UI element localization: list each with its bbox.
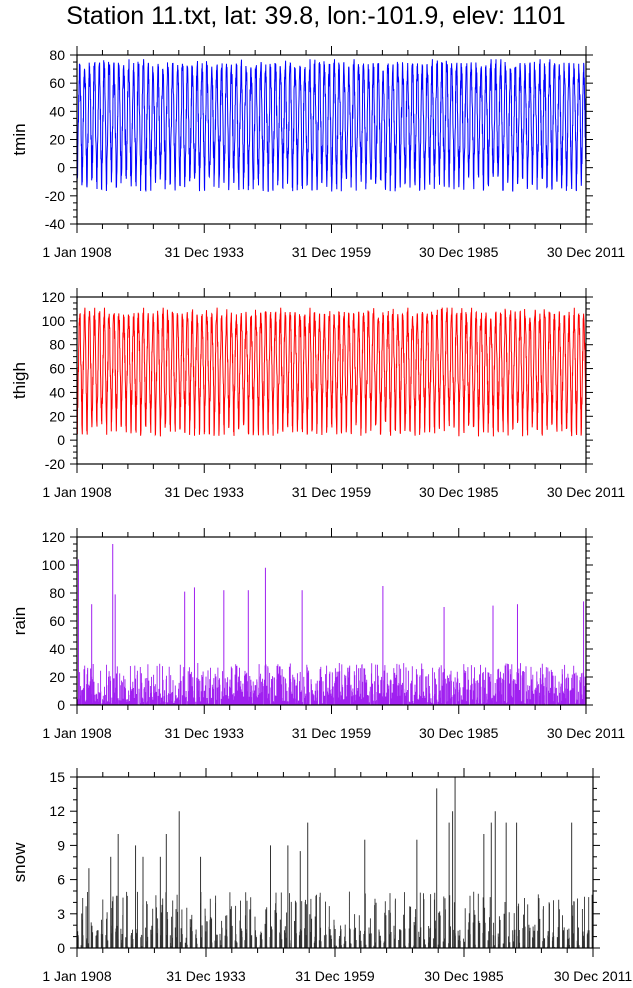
panel-snow: 0 3 6 9 12 15 1 Jan 1908 31 Dec 1933 31 Dec 1959… <box>10 768 633 984</box>
y-tick-label: 60 <box>49 361 65 377</box>
y-tick-label: -40 <box>45 216 65 232</box>
x-tick-label: 30 Dec 1985 <box>424 968 504 983</box>
y-tick-label: 40 <box>49 384 65 400</box>
x-tick-label: 31 Dec 1959 <box>295 968 375 983</box>
y-tick-label: 20 <box>49 669 65 685</box>
x-tick-label: 30 Dec 1985 <box>419 484 499 500</box>
y-tick-label: 15 <box>49 769 65 785</box>
y-tick-label: 40 <box>49 641 65 657</box>
x-tick-label: 1 Jan 1908 <box>42 244 111 260</box>
y-tick-label: 80 <box>49 585 65 601</box>
x-tick-label: 30 Dec 1985 <box>419 244 499 260</box>
rain-series-bars <box>76 663 587 705</box>
x-tick-label: 30 Dec 1985 <box>419 725 499 741</box>
y-tick-label: 100 <box>42 557 66 573</box>
x-tick-label: 30 Dec 2011 <box>547 725 626 741</box>
x-tick-label: 30 Dec 2011 <box>547 484 626 500</box>
x-tick-label: 1 Jan 1908 <box>42 725 111 741</box>
y-tick-label: 12 <box>49 803 65 819</box>
y-tick-label: 0 <box>57 432 65 448</box>
y-tick-label: 60 <box>49 75 65 91</box>
x-tick-label: 1 Jan 1908 <box>42 484 111 500</box>
y-tick-label: -20 <box>45 188 65 204</box>
y-tick-label: 3 <box>57 906 65 922</box>
x-tick-label: 31 Dec 1959 <box>292 484 372 500</box>
y-tick-label: 0 <box>57 697 65 713</box>
y-tick-label: 120 <box>42 289 66 305</box>
thigh-series-line <box>76 307 587 437</box>
y-tick-label: 20 <box>49 132 65 148</box>
chart-title: Station 11.txt, lat: 39.8, lon:-101.9, e… <box>66 2 565 30</box>
plot-frame <box>76 776 594 949</box>
x-tick-label: 30 Dec 2011 <box>547 244 626 260</box>
y-tick-label: 60 <box>49 613 65 629</box>
panel-tmin: -40 -20 0 20 40 60 80 1 Jan 1908 31 Dec 1933 31 D… <box>10 46 625 260</box>
y-axis-label: tmin <box>10 123 29 155</box>
x-tick-label: 31 Dec 1933 <box>166 968 246 983</box>
y-tick-label: 20 <box>49 408 65 424</box>
y-tick-label: 40 <box>49 103 65 119</box>
y-tick-label: 80 <box>49 47 65 63</box>
x-tick-label: 31 Dec 1933 <box>165 484 245 500</box>
y-axis-label: rain <box>10 607 29 635</box>
y-tick-label: 6 <box>57 872 65 888</box>
y-tick-label: 0 <box>57 160 65 176</box>
y-tick-label: 9 <box>57 837 65 853</box>
x-tick-label: 1 Jan 1908 <box>42 968 111 983</box>
tmin-series-line <box>76 59 587 192</box>
y-tick-label: 80 <box>49 337 65 353</box>
x-tick-label: 31 Dec 1933 <box>165 244 245 260</box>
y-axis-label: thigh <box>10 362 29 399</box>
y-axis-label: snow <box>10 842 29 882</box>
x-tick-label: 31 Dec 1933 <box>165 725 245 741</box>
panel-thigh: -20 0 20 40 60 80 100 120 1 Jan 1908 31 Dec 1933 3… <box>10 288 625 500</box>
panel-rain: 0 20 40 60 80 100 120 1 Jan 1908 31 Dec 1933 31 D… <box>10 528 625 741</box>
x-tick-label: 30 Dec 2011 <box>554 968 633 983</box>
y-tick-label: -20 <box>45 456 65 472</box>
snow-series-bars <box>76 891 594 948</box>
y-tick-label: 120 <box>42 529 66 545</box>
x-tick-label: 31 Dec 1959 <box>292 244 372 260</box>
x-tick-label: 31 Dec 1959 <box>292 725 372 741</box>
y-tick-label: 0 <box>57 940 65 956</box>
y-tick-label: 100 <box>42 313 66 329</box>
